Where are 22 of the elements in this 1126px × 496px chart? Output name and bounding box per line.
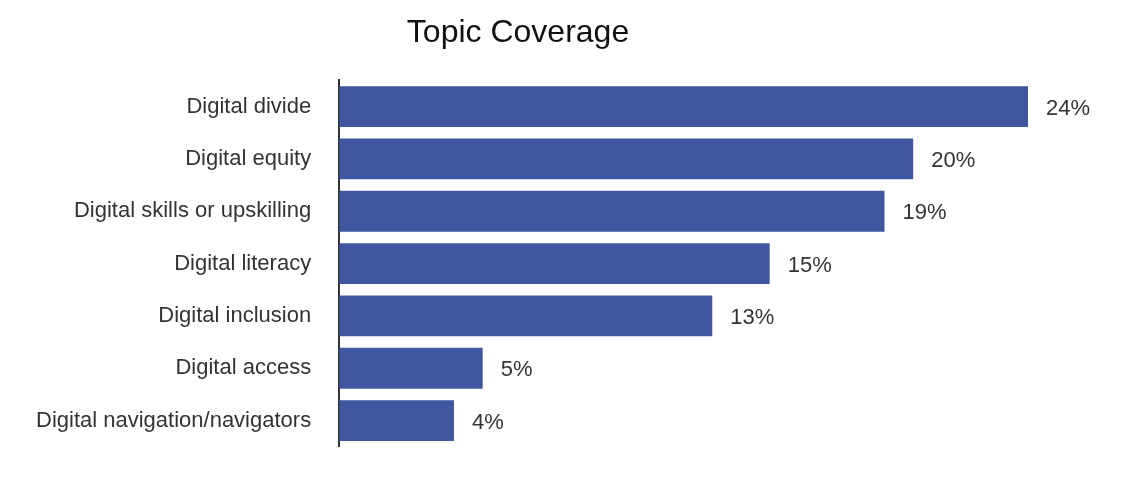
data-label: 15% [787, 251, 832, 277]
y-tick-label: Digital inclusion [158, 302, 312, 328]
bar [339, 190, 885, 232]
y-tick-label: Digital divide [186, 92, 312, 118]
y-tick-label: Digital equity [185, 144, 312, 170]
y-tick-label: Digital skills or upskilling [73, 197, 312, 223]
y-tick-label: Digital navigation/navigators [35, 406, 312, 432]
data-label: 20% [931, 146, 976, 172]
bar [339, 243, 770, 285]
bar [339, 86, 1028, 127]
bar [339, 347, 483, 389]
chart-title: Topic Coverage [406, 13, 630, 50]
data-label: 19% [902, 199, 947, 225]
bar [339, 400, 454, 442]
bar [339, 138, 914, 180]
bar [339, 295, 713, 337]
y-tick-label: Digital literacy [174, 249, 312, 275]
data-label: 4% [471, 408, 504, 434]
y-tick-label: Digital access [175, 354, 312, 380]
data-label: 5% [500, 356, 533, 382]
data-label: 24% [1046, 94, 1091, 120]
data-label: 13% [730, 304, 775, 330]
